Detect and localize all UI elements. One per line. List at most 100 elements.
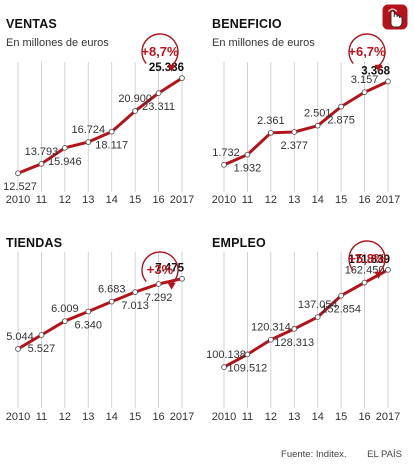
- source-note: Fuente: Inditex.: [281, 449, 347, 460]
- data-point: [268, 336, 274, 343]
- chart-subtitle: En millones de euros: [6, 37, 109, 49]
- data-label: 2.501: [304, 108, 332, 120]
- x-tick-label: 12: [59, 194, 71, 206]
- x-tick-label: 2017: [170, 194, 194, 206]
- data-label: 3.368: [361, 65, 390, 77]
- x-tick-label: 16: [358, 411, 370, 423]
- data-label: 171.839: [348, 254, 390, 266]
- data-label: 6.683: [98, 284, 126, 296]
- data-label: 7.292: [145, 292, 173, 304]
- x-tick-label: 14: [312, 194, 324, 206]
- data-point: [291, 129, 298, 135]
- x-tick-label: 12: [265, 194, 277, 206]
- data-label: 15.946: [48, 156, 82, 168]
- data-point: [385, 78, 391, 85]
- x-tick-label: 15: [335, 411, 347, 423]
- chart-2: BENEFICIO En millones de euros 2010 11 12 13 1…: [212, 17, 400, 206]
- data-point: [155, 281, 162, 287]
- data-point: [85, 308, 92, 315]
- data-point: [338, 292, 344, 299]
- x-tick-label: 13: [82, 194, 94, 206]
- data-label: 1.732: [212, 147, 240, 159]
- growth-annotation: +3%: [147, 262, 174, 277]
- data-point: [38, 160, 45, 167]
- data-point: [108, 298, 115, 305]
- x-tick-label: 13: [288, 194, 300, 206]
- data-label: 152.854: [321, 304, 361, 316]
- data-point: [179, 75, 185, 81]
- x-tick-label: 16: [152, 194, 164, 206]
- x-tick-label: 11: [242, 194, 253, 206]
- data-point: [268, 129, 274, 136]
- growth-arrow: [374, 64, 383, 72]
- data-label: 13.793: [25, 146, 59, 158]
- data-label: 20.900: [118, 93, 152, 105]
- growth-arc: [348, 33, 386, 67]
- x-tick-label: 15: [129, 411, 141, 423]
- growth-arrow: [167, 282, 176, 290]
- data-label: 128.313: [274, 337, 314, 349]
- data-label: 5.527: [28, 343, 56, 355]
- series-line: [222, 79, 390, 167]
- data-label: 137.054: [298, 299, 338, 311]
- x-tick-label: 16: [358, 194, 370, 206]
- x-tick-label: 13: [288, 411, 300, 423]
- growth-arc: [348, 240, 386, 274]
- series-line: [222, 268, 390, 369]
- chart-title: BENEFICIO: [212, 17, 282, 31]
- chart-subtitle: En millones de euros: [212, 37, 315, 49]
- data-point: [85, 139, 92, 145]
- growth-arc: [141, 251, 179, 285]
- data-label: 100.138: [206, 349, 246, 361]
- x-tick-label: 2017: [376, 194, 400, 206]
- x-tick-label: 2017: [170, 411, 194, 423]
- growth-annotation: +6,7%: [348, 44, 386, 59]
- chart-title: EMPLEO: [212, 236, 266, 250]
- data-point: [15, 170, 21, 177]
- x-tick-label: 13: [82, 411, 94, 423]
- x-tick-label: 14: [312, 411, 324, 423]
- data-point: [244, 351, 251, 358]
- growth-arrow: [374, 271, 383, 279]
- data-point: [361, 279, 368, 286]
- x-tick-label: 11: [242, 411, 253, 423]
- data-label: 2.361: [257, 115, 285, 127]
- x-tick-label: 15: [335, 194, 347, 206]
- data-point: [38, 332, 45, 338]
- data-point: [62, 318, 68, 324]
- data-label: 2.875: [327, 115, 355, 127]
- data-point: [291, 326, 298, 332]
- growth-arc: [141, 33, 179, 67]
- x-tick-label: 15: [129, 194, 141, 206]
- x-tick-label: 2017: [376, 411, 400, 423]
- touch-hand-icon[interactable]: [380, 2, 410, 32]
- data-label: 18.117: [95, 140, 128, 152]
- publisher-credit: EL PAÍS: [367, 449, 402, 460]
- x-tick-label: 2010: [212, 194, 236, 206]
- x-tick-label: 11: [36, 411, 47, 423]
- x-tick-label: 2010: [212, 411, 236, 423]
- series-line: [16, 76, 184, 175]
- chart-4: EMPLEO 2010 11 12 13 14 15 16 2017 100.138109.512…: [206, 236, 400, 423]
- x-tick-label: 16: [152, 411, 164, 423]
- data-label: 162.450: [345, 265, 385, 277]
- data-label: 23.311: [142, 101, 175, 113]
- data-point: [385, 267, 391, 273]
- x-tick-label: 12: [265, 411, 277, 423]
- data-label: 25.336: [149, 62, 184, 74]
- x-tick-label: 11: [36, 194, 47, 206]
- data-point: [221, 162, 227, 168]
- data-label: 109.512: [228, 362, 268, 374]
- growth-annotation: +5,8%: [348, 251, 386, 266]
- data-label: 6.340: [75, 320, 103, 332]
- x-tick-label: 14: [106, 411, 118, 423]
- data-point: [132, 108, 138, 114]
- x-tick-label: 2010: [6, 411, 30, 423]
- data-point: [314, 122, 321, 129]
- x-tick-label: 2010: [6, 194, 30, 206]
- data-label: 1.932: [234, 163, 262, 175]
- x-tick-label: 14: [106, 194, 118, 206]
- data-point: [221, 364, 227, 370]
